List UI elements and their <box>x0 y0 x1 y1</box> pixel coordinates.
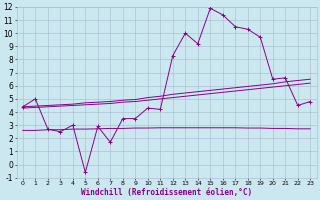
X-axis label: Windchill (Refroidissement éolien,°C): Windchill (Refroidissement éolien,°C) <box>81 188 252 197</box>
